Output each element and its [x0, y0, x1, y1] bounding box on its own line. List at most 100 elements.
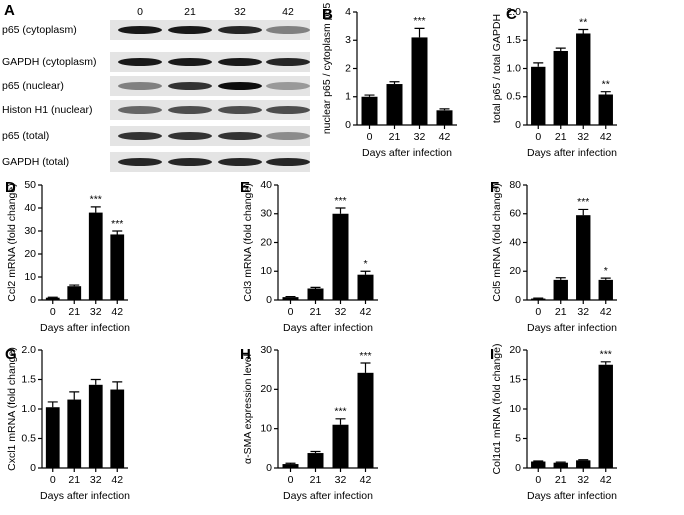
bar: [45, 297, 60, 300]
bar: [110, 389, 125, 468]
y-axis-title: Cxcl1 mRNA (fold change): [6, 347, 18, 471]
x-tick-label: 32: [335, 474, 347, 486]
y-tick-label: 20: [260, 236, 272, 248]
bar: [88, 384, 103, 468]
row-label: GAPDH (total): [2, 156, 69, 168]
bar: [598, 279, 613, 300]
error-bar: [600, 361, 611, 365]
lane-label: 0: [137, 6, 143, 18]
x-tick-label: 21: [389, 131, 401, 143]
blot-band: [218, 26, 262, 34]
y-tick-label: 1.5: [506, 34, 521, 46]
significance: ***: [111, 218, 123, 230]
bar: [357, 372, 374, 468]
x-tick-label: 32: [335, 306, 347, 318]
bar: [553, 462, 568, 468]
x-axis-title: Days after infection: [527, 490, 617, 502]
x-tick-label: 21: [68, 306, 80, 318]
x-tick-label: 21: [310, 306, 322, 318]
significance: ***: [577, 196, 589, 208]
x-tick-label: 32: [577, 306, 589, 318]
error-bar: [112, 381, 123, 390]
y-tick-label: 60: [509, 208, 521, 220]
x-tick-label: 42: [360, 474, 372, 486]
error-bar: [310, 450, 321, 454]
blot-band: [168, 58, 212, 66]
bar: [598, 364, 613, 468]
y-tick-label: 0: [515, 294, 521, 306]
bar: [45, 407, 60, 468]
x-tick-label: 42: [111, 474, 123, 486]
significance: **: [579, 16, 587, 28]
x-axis-title: Days after infection: [362, 147, 452, 159]
y-tick-label: 10: [260, 422, 272, 434]
y-axis-title: Col1α1 mRNA (fold change): [491, 344, 503, 475]
bar: [576, 33, 591, 125]
y-tick-label: 50: [24, 179, 36, 191]
bar: [531, 461, 546, 468]
x-tick-label: 42: [600, 474, 612, 486]
y-tick-label: 0.5: [506, 91, 521, 103]
y-tick-label: 0: [515, 462, 521, 474]
x-tick-label: 42: [439, 131, 451, 143]
y-tick-label: 2: [345, 62, 351, 74]
error-bar: [578, 28, 589, 34]
error-bar: [555, 461, 566, 463]
y-tick-label: 40: [24, 202, 36, 214]
bar: [553, 279, 568, 300]
y-tick-label: 1.0: [21, 403, 36, 415]
x-tick-label: 32: [577, 474, 589, 486]
error-bar: [578, 459, 589, 461]
x-axis-title: Days after infection: [40, 322, 130, 334]
blot-band: [168, 26, 212, 34]
lane-label: 32: [234, 6, 246, 18]
x-tick-label: 0: [535, 306, 541, 318]
panel-letter: A: [4, 2, 15, 19]
y-tick-label: 80: [509, 179, 521, 191]
x-tick-label: 32: [414, 131, 426, 143]
y-tick-label: 10: [260, 265, 272, 277]
row-label: p65 (cytoplasm): [2, 24, 77, 36]
error-bar: [600, 91, 611, 95]
y-tick-label: 0.5: [21, 432, 36, 444]
bar: [332, 424, 349, 468]
error-bar: [335, 418, 346, 425]
y-tick-label: 30: [24, 225, 36, 237]
error-bar: [69, 284, 80, 287]
blot-band: [168, 106, 212, 114]
blot-band: [218, 82, 262, 90]
panel-letter: C: [506, 6, 517, 23]
y-tick-label: 15: [509, 373, 521, 385]
blot-band: [266, 158, 310, 166]
blot-band: [118, 106, 162, 114]
error-bar: [578, 208, 589, 216]
blot-band: [266, 106, 310, 114]
x-tick-label: 0: [50, 474, 56, 486]
bar: [67, 399, 82, 468]
bar: [411, 37, 428, 125]
blot-band: [168, 158, 212, 166]
blot-band: [266, 82, 310, 90]
y-tick-label: 30: [260, 344, 272, 356]
error-bar: [600, 277, 611, 280]
x-axis-title: Days after infection: [283, 322, 373, 334]
bar: [553, 50, 568, 125]
bar: [598, 94, 613, 125]
bar: [67, 286, 82, 300]
bar: [357, 274, 374, 300]
significance: ***: [334, 406, 346, 418]
significance: **: [602, 78, 610, 90]
error-bar: [285, 462, 296, 465]
x-tick-label: 0: [288, 306, 294, 318]
blot-band: [218, 58, 262, 66]
bar: [282, 464, 299, 468]
y-tick-label: 0: [515, 119, 521, 131]
panel-letter: F: [490, 179, 499, 196]
y-tick-label: 4: [345, 6, 351, 18]
y-tick-label: 20: [260, 383, 272, 395]
x-tick-label: 0: [535, 474, 541, 486]
error-bar: [285, 295, 296, 298]
y-axis-title: nuclear p65 / cytoplasm p65: [321, 3, 333, 134]
panel-letter: I: [490, 346, 494, 363]
